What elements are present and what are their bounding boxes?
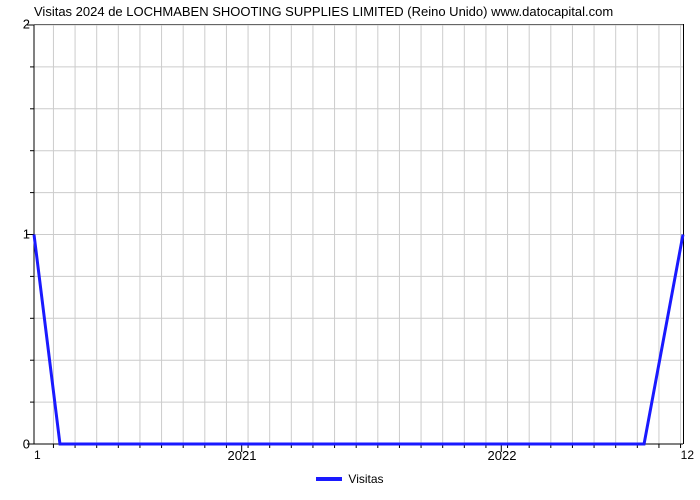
plot-area: [34, 24, 684, 444]
chart-svg: [34, 25, 683, 444]
gridlines: [34, 25, 683, 444]
x-axis-left-endpoint: 1: [34, 448, 41, 462]
series-line: [34, 235, 683, 445]
x-tick-label: 2022: [488, 448, 517, 463]
x-axis-right-endpoint: 12: [681, 448, 694, 462]
tick-marks: [27, 25, 681, 452]
legend: Visitas: [0, 472, 700, 486]
y-tick-label: 1: [23, 227, 30, 242]
legend-label: Visitas: [348, 472, 383, 486]
visits-chart: Visitas 2024 de LOCHMABEN SHOOTING SUPPL…: [0, 0, 700, 500]
x-tick-label: 2021: [228, 448, 257, 463]
chart-title: Visitas 2024 de LOCHMABEN SHOOTING SUPPL…: [34, 4, 613, 19]
y-tick-label: 0: [23, 437, 30, 452]
y-tick-label: 2: [23, 17, 30, 32]
legend-swatch: [316, 477, 342, 481]
